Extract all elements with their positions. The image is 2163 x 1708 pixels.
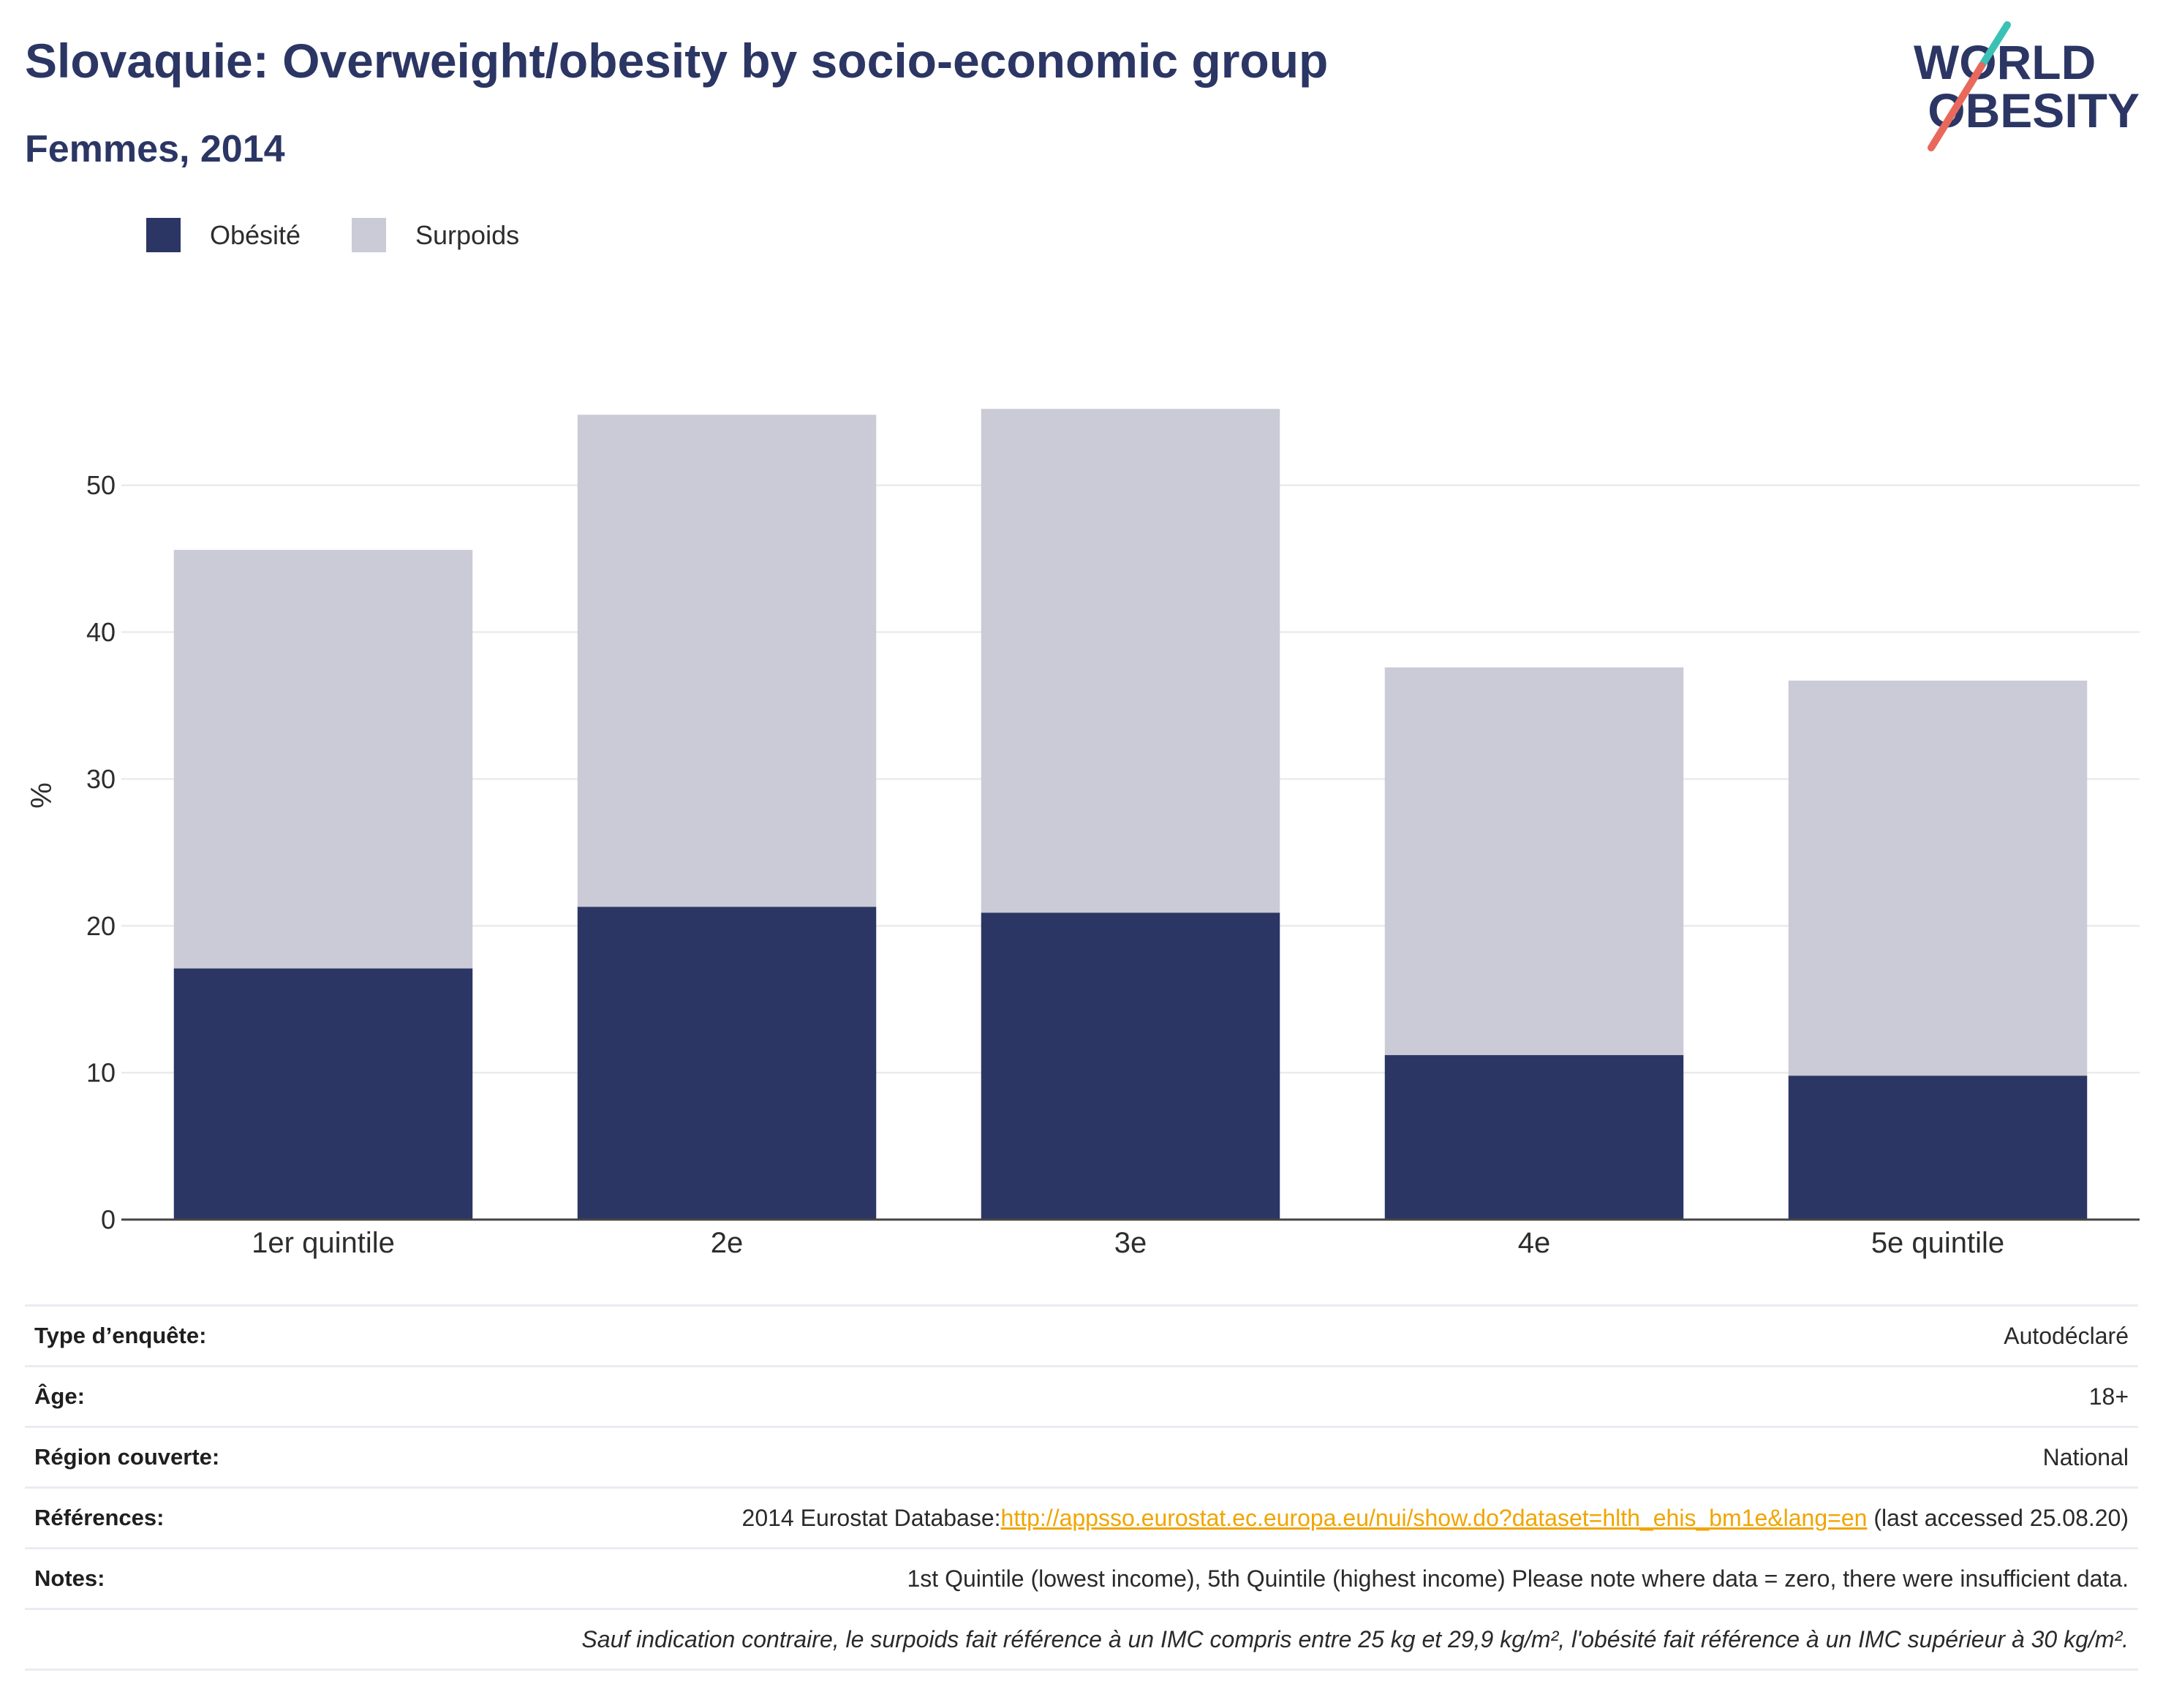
y-tick-label-40: 40	[86, 617, 116, 647]
info-row-age: Âge: 18+	[25, 1367, 2138, 1428]
info-label-notes: Notes:	[34, 1565, 105, 1591]
legend-item-surpoids[interactable]: Surpoids	[352, 218, 519, 252]
x-tick-label-4e: 4e	[1518, 1227, 1551, 1259]
info-row-region: Région couverte: National	[25, 1428, 2138, 1489]
y-tick-label-50: 50	[86, 470, 116, 500]
references-link[interactable]: http://appsso.eurostat.ec.europa.eu/nui/…	[1000, 1504, 1868, 1531]
info-table: Type d’enquête: Autodéclaré Âge: 18+ Rég…	[25, 1304, 2138, 1671]
bar-surpoids-4e	[1384, 667, 1684, 1056]
y-tick-labels: 0 10 20 30 40 50	[86, 470, 116, 1234]
x-tick-label-3e: 3e	[1114, 1227, 1147, 1259]
info-row-references: Références: 2014 Eurostat Database:http:…	[25, 1489, 2138, 1549]
info-value-notes: 1st Quintile (lowest income), 5th Quinti…	[907, 1565, 2129, 1592]
info-row-definition: Sauf indication contraire, le surpoids f…	[25, 1610, 2138, 1671]
legend-swatch-surpoids	[352, 218, 386, 252]
y-tick-label-30: 30	[86, 764, 116, 794]
bar-surpoids-5e-quintile	[1788, 680, 2088, 1076]
references-prefix: 2014 Eurostat Database:	[741, 1504, 1001, 1531]
info-value-region: National	[2042, 1443, 2129, 1470]
y-tick-label-0: 0	[101, 1205, 116, 1235]
legend-swatch-obesite	[146, 218, 181, 252]
logo-text-line1: WORLD	[1914, 35, 2096, 89]
info-value-survey-type: Autodéclaré	[2004, 1322, 2129, 1349]
bar-obesite-2e	[577, 907, 877, 1220]
info-value-age: 18+	[2088, 1383, 2129, 1410]
legend-label-obesite: Obésité	[210, 219, 301, 250]
bar-obesite-4e	[1384, 1055, 1684, 1220]
y-axis-title: %	[26, 782, 58, 809]
bar-obesite-3e	[981, 912, 1280, 1220]
info-label-references: Références:	[34, 1505, 165, 1530]
info-label-survey-type: Type d’enquête:	[34, 1323, 207, 1348]
legend-item-obesite[interactable]: Obésité	[146, 218, 301, 252]
references-suffix: (last accessed 25.08.20)	[1873, 1504, 2129, 1531]
x-tick-label-5e-quintile: 5e quintile	[1871, 1227, 2004, 1259]
logo-slash-bottom	[1928, 62, 1985, 151]
stacked-bar-chart: % 0 10 20 30 40 50 1er quintile 2e 3e 4e 5e quinti…	[26, 409, 2140, 1259]
bar-obesite-5e-quintile	[1788, 1076, 2088, 1220]
y-tick-label-20: 20	[86, 911, 116, 941]
y-tick-label-10: 10	[86, 1058, 116, 1088]
x-tick-labels: 1er quintile 2e 3e 4e 5e quintile	[252, 1227, 2004, 1259]
bar-surpoids-1er-quintile	[173, 550, 473, 969]
bar-obesite-1er-quintile	[173, 968, 473, 1220]
info-label-age: Âge:	[34, 1383, 85, 1409]
x-tick-label-1er-quintile: 1er quintile	[252, 1227, 395, 1259]
info-value-references: 2014 Eurostat Database:http://appsso.eur…	[742, 1505, 2129, 1532]
page-title: Slovaquie: Overweight/obesity by socio-e…	[25, 34, 1329, 88]
info-row-survey-type: Type d’enquête: Autodéclaré	[25, 1307, 2138, 1367]
bar-surpoids-2e	[577, 415, 877, 907]
logo-slash-top	[1978, 21, 2011, 69]
page-subtitle: Femmes, 2014	[25, 128, 285, 170]
info-label-region: Région couverte:	[34, 1444, 220, 1470]
bar-surpoids-3e	[981, 409, 1280, 913]
info-row-notes: Notes: 1st Quintile (lowest income), 5th…	[25, 1549, 2138, 1610]
bars	[173, 409, 2088, 1220]
logo-text-line2: OBESITY	[1928, 83, 2140, 137]
world-obesity-logo: WORLD OBESITY	[1914, 21, 2140, 151]
definition-note: Sauf indication contraire, le surpoids f…	[581, 1625, 2129, 1652]
x-tick-label-2e: 2e	[711, 1227, 744, 1259]
legend-label-surpoids: Surpoids	[415, 219, 520, 250]
